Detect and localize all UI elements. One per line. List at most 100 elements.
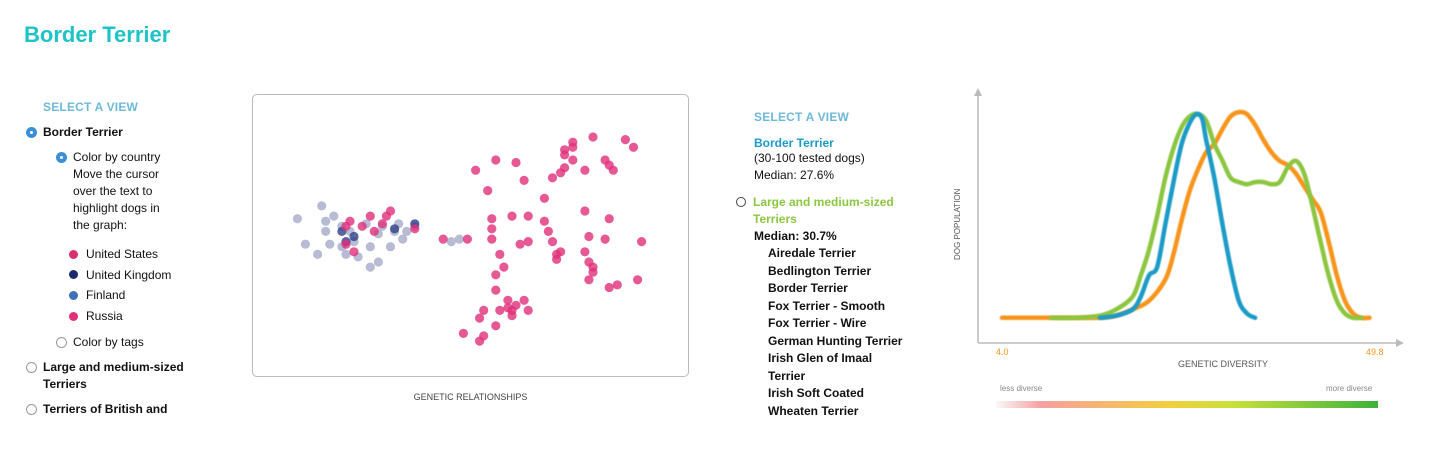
scatter-point[interactable] — [491, 270, 501, 280]
scatter-point[interactable] — [523, 237, 533, 247]
radio-selected-icon[interactable] — [56, 152, 67, 163]
scatter-point[interactable] — [584, 275, 594, 285]
scatter-point[interactable] — [511, 300, 521, 310]
scatter-point[interactable] — [385, 242, 396, 252]
legend-item-russia[interactable]: Russia — [69, 306, 226, 327]
scatter-point[interactable] — [483, 186, 493, 196]
scatter-point[interactable] — [313, 249, 323, 259]
scatter-point[interactable] — [377, 219, 387, 229]
scatter-point[interactable] — [507, 311, 517, 321]
scatter-point[interactable] — [600, 155, 610, 165]
scatter-point[interactable] — [462, 234, 472, 244]
scatter-point[interactable] — [341, 239, 351, 249]
option-large-medium-terriers[interactable]: Large and medium-sized Terriers — [26, 359, 226, 393]
scatter-point[interactable] — [471, 165, 481, 175]
option-color-by-tags[interactable]: Color by tags — [56, 334, 226, 351]
scatter-point[interactable] — [499, 262, 509, 272]
list-item[interactable]: Wheaten Terrier — [768, 403, 859, 418]
scatter-point[interactable] — [620, 135, 630, 145]
scatter-point[interactable] — [495, 305, 505, 315]
radio-empty-icon[interactable] — [736, 197, 746, 207]
scatter-point[interactable] — [580, 206, 590, 216]
radio-empty-icon[interactable] — [26, 404, 37, 416]
scatter-point[interactable] — [588, 267, 598, 277]
list-item[interactable]: Border Terrier — [768, 281, 848, 295]
scatter-point[interactable] — [600, 234, 610, 244]
genetic-relationships-scatter[interactable] — [252, 94, 689, 377]
scatter-point[interactable] — [365, 242, 375, 252]
scatter-point[interactable] — [584, 231, 594, 242]
scatter-point[interactable] — [547, 173, 558, 183]
option-color-by-country[interactable]: Color by country — [56, 149, 226, 166]
scatter-point[interactable] — [292, 214, 302, 224]
scatter-point[interactable] — [633, 275, 643, 285]
scatter-point[interactable] — [560, 150, 570, 160]
scatter-point[interactable] — [329, 211, 339, 221]
scatter-point[interactable] — [491, 285, 501, 295]
list-item[interactable]: Bedlington Terrier — [768, 263, 872, 278]
option-group-large-medium[interactable]: Large and medium-sized Terriers — [736, 194, 946, 228]
scatter-point[interactable] — [519, 295, 529, 305]
scatter-point[interactable] — [556, 247, 566, 257]
option-border-terrier[interactable]: Border Terrier — [26, 124, 226, 141]
scatter-point[interactable] — [475, 313, 485, 323]
list-item[interactable]: Irish Glen of Imaal — [768, 351, 873, 365]
scatter-point[interactable] — [369, 226, 379, 236]
scatter-point[interactable] — [349, 247, 359, 257]
scatter-point[interactable] — [357, 221, 367, 231]
list-item[interactable]: Fox Terrier - Wire — [768, 316, 867, 330]
list-item[interactable]: Fox Terrier - Smooth — [768, 298, 886, 313]
list-item[interactable]: Irish Soft Coated — [768, 386, 865, 400]
scatter-point[interactable] — [580, 247, 590, 257]
scatter-point[interactable] — [300, 239, 310, 249]
scatter-point[interactable] — [584, 257, 594, 267]
scatter-point[interactable] — [608, 165, 618, 175]
scatter-point[interactable] — [503, 295, 513, 305]
scatter-point[interactable] — [628, 142, 639, 152]
scatter-point[interactable] — [560, 163, 570, 173]
scatter-point[interactable] — [487, 214, 497, 224]
legend-item-finland[interactable]: Finland — [69, 285, 226, 306]
scatter-plot[interactable] — [253, 95, 690, 378]
scatter-point[interactable] — [523, 305, 533, 315]
scatter-point[interactable] — [479, 305, 489, 315]
scatter-point[interactable] — [325, 239, 335, 249]
option-british-terriers[interactable]: Terriers of British and — [26, 401, 226, 418]
scatter-point[interactable] — [511, 157, 521, 168]
scatter-point[interactable] — [539, 193, 549, 203]
scatter-point[interactable] — [373, 257, 383, 267]
scatter-point[interactable] — [568, 155, 578, 165]
list-item[interactable]: Terrier — [768, 368, 806, 383]
scatter-point[interactable] — [385, 206, 396, 216]
scatter-point[interactable] — [588, 132, 598, 142]
scatter-point[interactable] — [438, 234, 448, 244]
scatter-point[interactable] — [568, 137, 578, 147]
scatter-point[interactable] — [317, 201, 327, 211]
list-item[interactable]: Airedale Terrier — [768, 246, 856, 260]
list-item[interactable]: German Hunting Terrier — [768, 333, 903, 348]
scatter-point[interactable] — [515, 239, 525, 249]
scatter-point[interactable] — [475, 336, 485, 346]
scatter-point[interactable] — [458, 328, 468, 338]
scatter-point[interactable] — [365, 262, 375, 272]
scatter-point[interactable] — [604, 282, 614, 293]
scatter-point[interactable] — [487, 224, 497, 234]
scatter-point[interactable] — [539, 216, 549, 226]
scatter-point[interactable] — [637, 237, 647, 247]
scatter-point[interactable] — [491, 155, 501, 165]
scatter-point[interactable] — [321, 216, 331, 226]
scatter-point[interactable] — [604, 214, 614, 224]
scatter-point[interactable] — [580, 165, 590, 175]
scatter-point[interactable] — [410, 224, 420, 234]
scatter-point[interactable] — [547, 237, 558, 247]
scatter-point[interactable] — [321, 226, 331, 236]
scatter-point[interactable] — [507, 211, 517, 221]
scatter-point[interactable] — [341, 249, 351, 259]
scatter-point[interactable] — [543, 226, 553, 236]
scatter-point[interactable] — [454, 234, 464, 244]
scatter-point[interactable] — [365, 211, 375, 221]
scatter-point[interactable] — [491, 321, 501, 331]
scatter-point[interactable] — [519, 175, 529, 185]
scatter-point[interactable] — [402, 226, 412, 236]
radio-empty-icon[interactable] — [56, 337, 67, 349]
